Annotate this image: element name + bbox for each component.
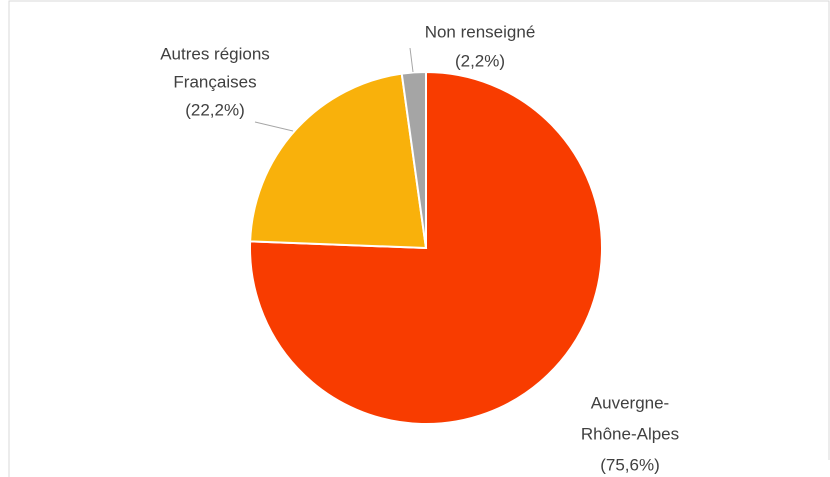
pie-slice bbox=[400, 70, 427, 249]
leader-line bbox=[254, 121, 294, 132]
value-label: (75,6%) bbox=[600, 455, 660, 474]
slice-label: Françaises bbox=[173, 72, 256, 91]
value-label: (22,2%) bbox=[185, 100, 245, 119]
chart-frame bbox=[8, 0, 830, 477]
leader-line bbox=[409, 47, 414, 73]
slice-label: Autres régions bbox=[160, 44, 270, 63]
slice-label: Non renseigné bbox=[425, 22, 536, 41]
slice-label: Auvergne- bbox=[591, 393, 669, 412]
pie-slice bbox=[249, 72, 428, 250]
slice-label: Rhône-Alpes bbox=[581, 424, 679, 443]
value-label: (2,2%) bbox=[455, 51, 505, 70]
